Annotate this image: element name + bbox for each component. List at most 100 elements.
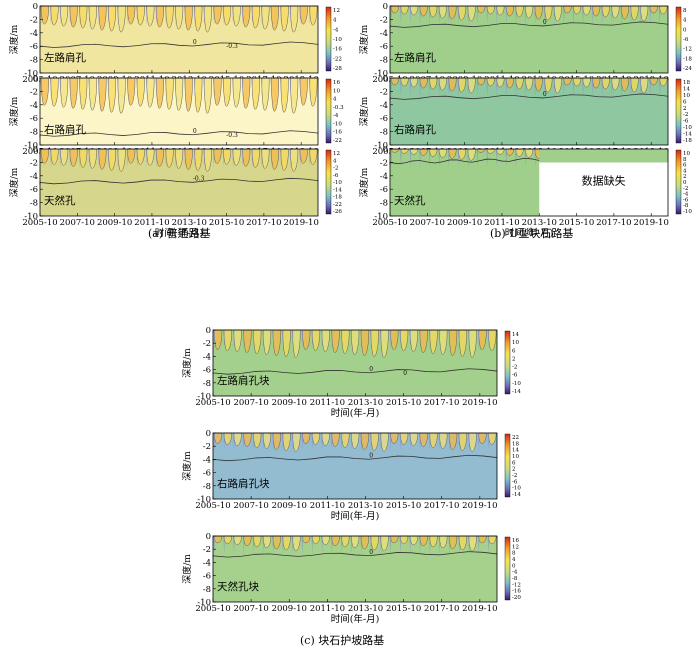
panel-label: 天然孔: [44, 194, 76, 207]
x-tick-label: 2013-10: [522, 218, 557, 228]
freeze-patch: [203, 78, 205, 97]
y-tick-label: -10: [24, 69, 38, 79]
contour-label: -0.3: [193, 176, 205, 183]
colorbar-tick-label: 14: [512, 332, 519, 338]
contour-label: 0: [369, 452, 373, 459]
y-tick-label: -10: [24, 141, 38, 151]
y-tick-label: 0: [383, 2, 388, 12]
freeze-patch: [59, 6, 62, 25]
colorbar-tick-label: -2: [512, 365, 517, 371]
colorbar-tick-label: 18: [512, 441, 519, 447]
freeze-patch: [241, 78, 244, 97]
x-tick-label: 2013-10: [348, 398, 383, 408]
freeze-patch: [428, 78, 431, 97]
plot-frame: [389, 148, 669, 217]
y-tick-label: -6: [203, 469, 211, 479]
contour-line: [39, 41, 319, 49]
freeze-patch: [222, 149, 225, 168]
freeze-patch: [610, 78, 613, 97]
thaw-lobe: [184, 77, 193, 112]
x-tick-label: 2013-10: [348, 501, 383, 511]
panel-label: 左路肩孔块: [217, 374, 270, 387]
freeze-patch: [331, 433, 333, 452]
freeze-patch: [69, 6, 71, 25]
freeze-patch: [658, 6, 661, 25]
freeze-patch: [311, 536, 313, 555]
x-tick-label: 2007-10: [233, 604, 268, 614]
colorbar-tick-label: -2: [683, 186, 688, 192]
colorbar-tick-label: 4: [683, 18, 687, 24]
freeze-patch: [582, 6, 584, 25]
y-axis-label: 深度/m: [8, 24, 20, 54]
colorbar-tick-label: -18: [683, 56, 692, 62]
y-tick-label: -8: [203, 585, 211, 595]
y-tick-label: -10: [24, 212, 38, 222]
contour-line: [389, 93, 669, 101]
y-tick-label: -4: [203, 558, 211, 568]
y-tick-label: -6: [203, 572, 211, 582]
freeze-patch: [487, 536, 490, 555]
freeze-patch: [486, 6, 488, 25]
freeze-patch: [563, 6, 565, 25]
freeze-patch: [280, 6, 282, 25]
colorbar-tick-label: -16: [333, 47, 342, 53]
plot-frame: [39, 77, 319, 146]
colorbar-tick-label: 0: [683, 180, 687, 186]
freeze-patch: [308, 149, 311, 168]
freeze-patch: [543, 6, 546, 25]
y-tick-label: -2: [380, 87, 388, 97]
colorbar-tick-label: 6: [512, 460, 516, 466]
freeze-patch: [399, 536, 402, 555]
colorbar-tick-label: -10: [333, 121, 342, 127]
y-tick-label: -6: [380, 114, 388, 124]
x-tick-label: 2005-10: [372, 218, 407, 228]
colorbar: [675, 78, 682, 144]
freeze-patch: [438, 149, 440, 168]
freeze-patch: [515, 6, 517, 25]
freeze-patch: [107, 149, 110, 168]
freeze-patch: [553, 78, 555, 97]
contour-label: -0.3: [226, 43, 238, 50]
freeze-patch: [467, 149, 469, 168]
y-tick-label: -6: [203, 366, 211, 376]
freeze-patch: [291, 330, 294, 349]
colorbar-tick-label: 10: [683, 93, 690, 99]
freeze-patch: [40, 78, 42, 97]
freeze-patch: [174, 6, 177, 25]
panel-label: 左路肩孔: [394, 51, 436, 64]
colorbar-tick-label: -10: [683, 125, 692, 131]
freeze-patch: [242, 433, 245, 452]
freeze-patch: [270, 6, 272, 25]
freeze-patch: [272, 330, 274, 349]
colorbar-tick-label: 12: [333, 151, 340, 157]
freeze-patch: [78, 149, 81, 168]
freeze-patch: [270, 78, 272, 97]
x-axis-label: 时间(年-月): [505, 227, 554, 239]
freeze-patch: [400, 6, 402, 25]
freeze-patch: [241, 6, 244, 25]
thaw-lobe: [117, 77, 126, 114]
freeze-patch: [291, 536, 294, 555]
freeze-patch: [117, 149, 119, 168]
freeze-patch: [155, 149, 157, 168]
colorbar-tick-label: -6: [333, 173, 339, 179]
freeze-patch: [232, 78, 234, 97]
freeze-patch: [360, 536, 362, 555]
freeze-patch: [428, 330, 431, 349]
y-tick-label: -2: [380, 158, 388, 168]
freeze-patch: [260, 149, 263, 168]
colorbar-tick-label: 22: [512, 435, 519, 441]
freeze-patch: [389, 433, 392, 452]
freeze-patch: [282, 536, 284, 555]
freeze-patch: [145, 6, 148, 25]
panel-label: 右路肩孔: [394, 123, 436, 136]
freeze-patch: [419, 433, 421, 452]
freeze-patch: [272, 536, 274, 555]
freeze-patch: [620, 6, 622, 25]
freeze-patch: [428, 433, 431, 452]
freeze-patch: [379, 433, 382, 452]
freeze-patch: [419, 6, 421, 25]
contour-label: 0: [403, 370, 407, 377]
freeze-patch: [610, 6, 613, 25]
